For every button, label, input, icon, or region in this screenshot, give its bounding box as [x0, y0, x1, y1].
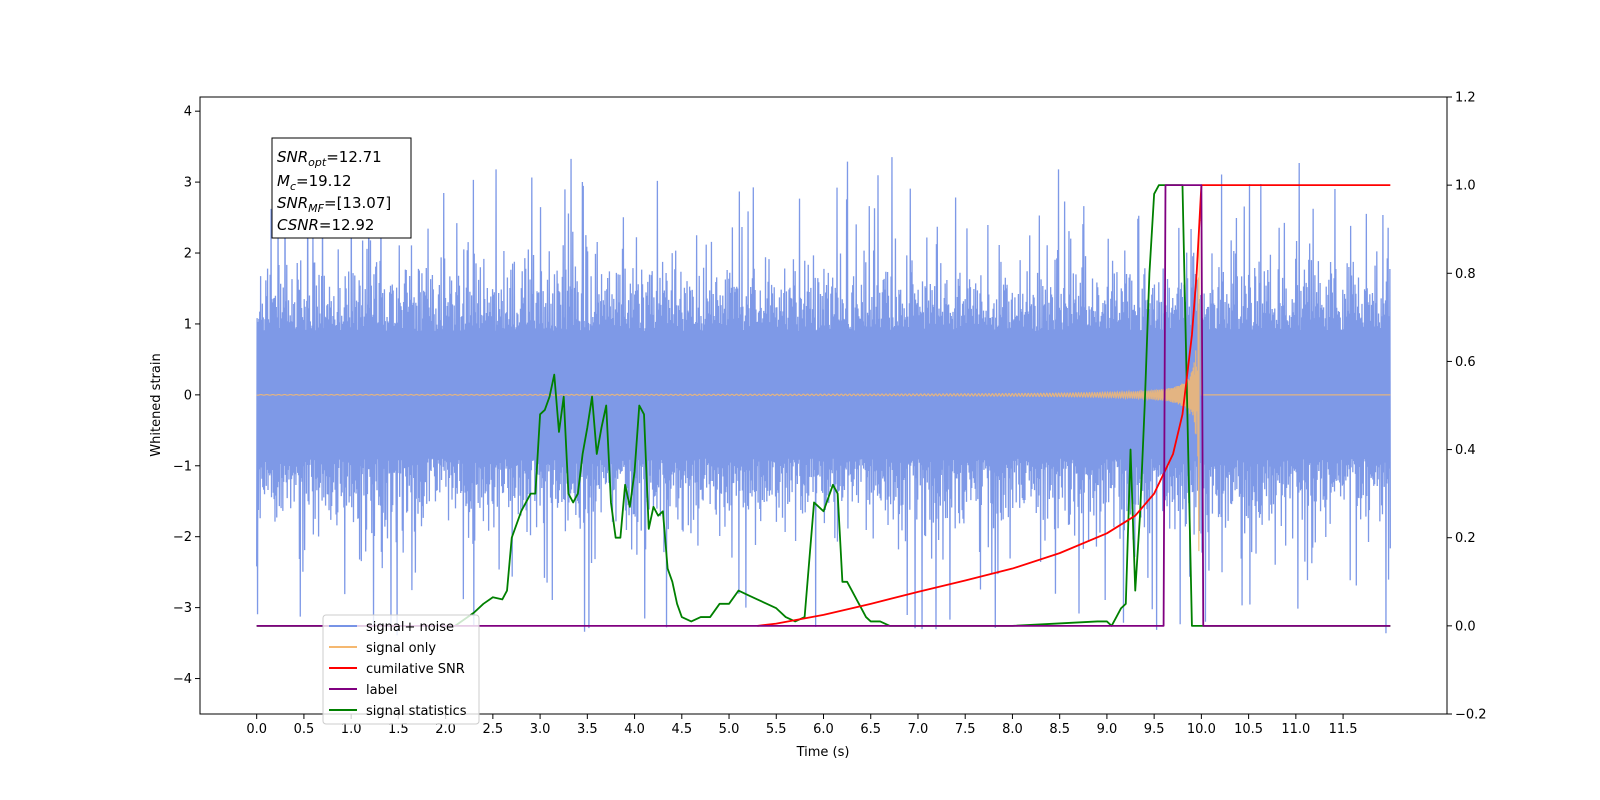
- legend-label: signal statistics: [366, 704, 467, 719]
- x-tick-label: 8.5: [1049, 722, 1070, 737]
- x-tick-label: 2.0: [435, 722, 456, 737]
- annotation-box: [271, 137, 412, 239]
- series-signal-statistics: [256, 184, 1391, 627]
- legend-label: cumilative SNR: [366, 662, 465, 677]
- y2-tick-label: 0.4: [1455, 443, 1476, 458]
- series-cumulative-snr: [757, 184, 1391, 627]
- y-axis-left: 4 3 2 1 0 −1 −2 −3 −4: [173, 105, 200, 687]
- annotation-line-snr-opt: SNRopt=12.71: [277, 148, 382, 169]
- y-tick-label: 1: [184, 317, 192, 332]
- stats-annotation: SNRopt=12.71 Mc=19.12 SNRMF=[13.07] CSNR…: [271, 137, 412, 239]
- y-tick-label: −4: [173, 672, 192, 687]
- x-tick-label: 7.0: [908, 722, 929, 737]
- y2-tick-label: 0.8: [1455, 267, 1476, 282]
- legend-entry: label: [329, 683, 397, 698]
- y-tick-label: 3: [184, 176, 192, 191]
- legend-entry: signal+ noise: [329, 620, 454, 635]
- x-axis-title: Time (s): [796, 745, 850, 760]
- x-tick-label: 6.5: [860, 722, 881, 737]
- annotation-line-csnr: CSNR=12.92: [277, 216, 374, 234]
- y2-tick-label: 0.0: [1455, 619, 1476, 634]
- y-tick-label: 0: [184, 388, 192, 403]
- x-tick-label: 11.0: [1281, 722, 1310, 737]
- x-tick-label: 4.5: [671, 722, 692, 737]
- x-tick-label: 8.0: [1002, 722, 1023, 737]
- series-signal-only: [256, 219, 1391, 552]
- x-tick-label: 4.0: [624, 722, 645, 737]
- x-tick-label: 1.0: [341, 722, 362, 737]
- x-tick-label: 10.5: [1234, 722, 1263, 737]
- y-tick-label: 4: [184, 105, 192, 120]
- x-tick-label: 5.0: [719, 722, 740, 737]
- y2-tick-label: 0.2: [1455, 531, 1476, 546]
- x-tick-label: 5.5: [766, 722, 787, 737]
- legend-entry: signal statistics: [329, 704, 467, 719]
- series-layer: [256, 157, 1391, 636]
- legend: signal+ noise signal only cumilative SNR…: [322, 614, 480, 725]
- x-tick-label: 7.5: [955, 722, 976, 737]
- legend-label: label: [366, 683, 397, 698]
- y-tick-label: −1: [173, 459, 192, 474]
- y-tick-label: 2: [184, 247, 192, 262]
- x-tick-label: 1.5: [388, 722, 409, 737]
- y-tick-label: −3: [173, 601, 192, 616]
- x-tick-label: 11.5: [1329, 722, 1358, 737]
- x-tick-label: 6.0: [813, 722, 834, 737]
- legend-box: [322, 614, 480, 725]
- legend-label: signal only: [366, 641, 436, 656]
- annotation-line-snr-mf: SNRMF=[13.07]: [277, 194, 391, 215]
- x-tick-label: 0.0: [246, 722, 267, 737]
- legend-entry: cumilative SNR: [329, 662, 465, 677]
- y2-tick-label: 0.6: [1455, 355, 1476, 370]
- x-tick-label: 9.0: [1097, 722, 1118, 737]
- x-axis: 0.0 0.5 1.0 1.5 2.0 2.5 3.0 3.5 4.0 4.5 5.0 5.5 6.0 6…: [246, 714, 1358, 737]
- x-tick-label: 3.0: [530, 722, 551, 737]
- y-axis-right: 1.2 1.0 0.8 0.6 0.4 0.2 0.0 −0.2: [1447, 91, 1487, 723]
- legend-label: signal+ noise: [366, 620, 454, 635]
- x-tick-label: 2.5: [483, 722, 504, 737]
- x-tick-label: 0.5: [294, 722, 315, 737]
- x-tick-label: 10.0: [1187, 722, 1216, 737]
- annotation-line-mc: Mc=19.12: [277, 172, 352, 193]
- y2-tick-label: 1.2: [1455, 91, 1476, 106]
- series-label: [256, 184, 1391, 627]
- y2-tick-label: −0.2: [1455, 708, 1487, 723]
- y-axis-title: Whitened strain: [149, 353, 164, 456]
- x-tick-label: 3.5: [577, 722, 598, 737]
- x-tick-label: 9.5: [1144, 722, 1165, 737]
- y-tick-label: −2: [173, 530, 192, 545]
- y2-tick-label: 1.0: [1455, 179, 1476, 194]
- legend-entry: signal only: [329, 641, 436, 656]
